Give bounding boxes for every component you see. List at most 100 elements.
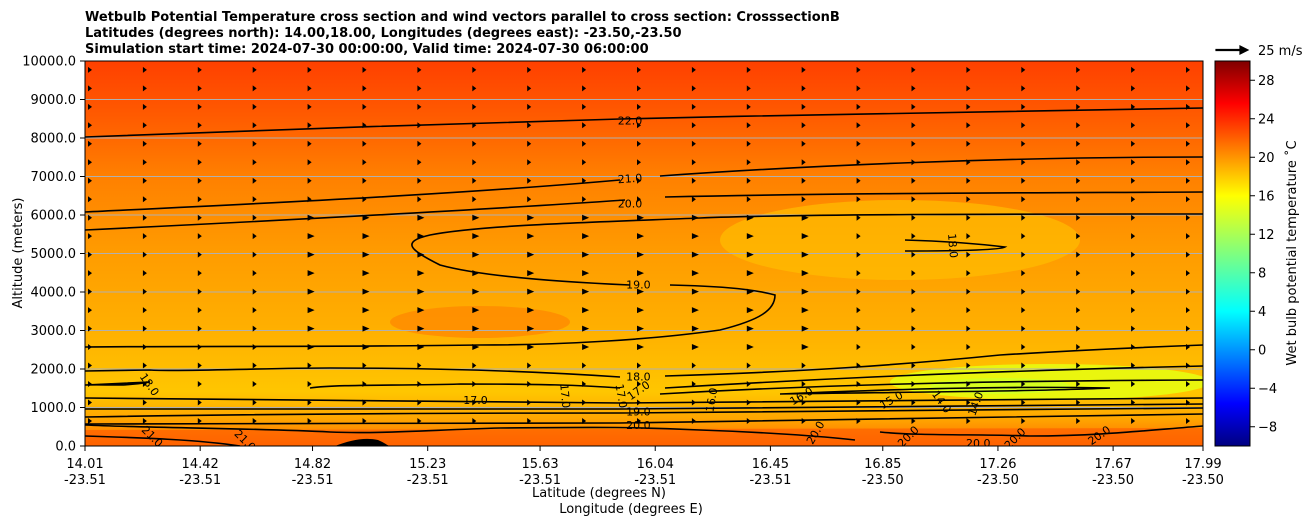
wind-arrow: [911, 159, 916, 166]
contour-label: 20.0: [626, 419, 651, 432]
wind-arrow: [88, 288, 92, 295]
title-line-2: Latitudes (degrees north): 14.00,18.00, …: [85, 26, 682, 41]
wind-arrow: [856, 381, 861, 388]
y-tick-label: 7000.0: [31, 170, 77, 185]
wind-arrow: [307, 196, 312, 203]
wind-arrow: [691, 196, 696, 203]
wind-arrow: [856, 325, 861, 332]
wind-arrow: [362, 66, 367, 73]
wind-arrow: [1186, 177, 1190, 184]
x-tick-lat: 14.82: [294, 457, 331, 472]
wind-arrow: [746, 417, 751, 424]
contour-18-left: [85, 381, 151, 386]
wind-arrow: [307, 214, 315, 221]
wind-arrow: [417, 214, 425, 221]
contour-21a: [85, 179, 621, 213]
wind-arrow: [142, 381, 147, 388]
wind-arrow: [307, 344, 315, 351]
wind-arrow: [307, 122, 312, 129]
wind-arrow: [746, 307, 754, 314]
wind-arrow: [746, 85, 751, 92]
wind-arrow: [142, 307, 147, 314]
wind-arrow: [307, 270, 315, 277]
wind-arrow: [88, 399, 92, 406]
wind-arrow: [362, 325, 370, 332]
wind-arrow: [362, 288, 370, 295]
wind-arrow: [252, 362, 257, 369]
wind-arrow: [197, 177, 202, 184]
wind-arrow: [582, 325, 590, 332]
colorbar-ticks: 28 24 20 16 12 8 4 0 −4 −8: [1250, 74, 1277, 435]
wind-arrow: [856, 85, 861, 92]
wind-arrow: [417, 381, 422, 388]
wind-arrow: [142, 233, 147, 240]
x-tick-lon: -23.50: [1182, 473, 1224, 488]
wind-arrow: [1131, 381, 1136, 388]
wind-arrow: [1186, 362, 1190, 369]
contour-label: 20.0: [618, 197, 643, 210]
wind-arrow: [197, 362, 202, 369]
wind-arrow: [966, 399, 971, 406]
wind-arrow: [362, 399, 367, 406]
wind-arrow: [1076, 270, 1081, 277]
wind-arrow: [911, 122, 916, 129]
wind-arrow: [142, 103, 147, 110]
wind-arrow: [691, 270, 699, 277]
wind-arrow: [88, 122, 92, 129]
wind-arrow: [911, 66, 916, 73]
contour-label: 17.0: [613, 383, 630, 409]
colorbar-tick-label: 12: [1258, 228, 1275, 243]
wind-arrow: [911, 307, 916, 314]
x-tick-lat: 16.45: [752, 457, 789, 472]
wind-arrow: [252, 381, 257, 388]
title-line-1: Wetbulb Potential Temperature cross sect…: [85, 10, 840, 25]
wind-arrow: [88, 177, 92, 184]
wind-arrow: [88, 66, 92, 73]
wind-arrow: [801, 417, 806, 424]
wind-arrow: [911, 251, 916, 258]
wind-arrow: [417, 270, 425, 277]
wind-arrow: [252, 103, 257, 110]
wind-arrow: [472, 214, 480, 221]
wind-arrow: [142, 85, 147, 92]
wind-arrow: [472, 251, 480, 258]
wind-arrow: [252, 177, 257, 184]
wind-arrow: [1076, 399, 1081, 406]
gridlines: [85, 99, 1203, 408]
wind-arrow: [1021, 159, 1026, 166]
colorbar-tick-label: −4: [1258, 382, 1277, 397]
wind-arrow: [801, 196, 806, 203]
wind-arrow: [691, 307, 699, 314]
wind-arrow: [1131, 344, 1136, 351]
x-tick-lon: -23.51: [634, 473, 676, 488]
wind-arrow: [966, 122, 971, 129]
wind-arrow: [1186, 288, 1190, 295]
wind-arrow: [307, 177, 312, 184]
wind-arrow: [582, 66, 587, 73]
wind-arrow: [1021, 214, 1026, 221]
wind-arrow: [582, 417, 587, 424]
wind-arrow: [1021, 85, 1026, 92]
wind-arrow: [966, 103, 971, 110]
wind-arrow: [966, 288, 971, 295]
wind-arrow: [1186, 399, 1190, 406]
colorbar-tick-label: 20: [1258, 151, 1275, 166]
wind-arrow: [1021, 417, 1026, 424]
wind-arrow: [1021, 381, 1026, 388]
wind-arrow: [472, 325, 480, 332]
wind-arrow: [417, 103, 422, 110]
wind-arrow: [417, 288, 425, 295]
wind-arrow: [142, 122, 147, 129]
wind-arrow: [142, 325, 147, 332]
wind-arrow: [856, 103, 861, 110]
wind-arrow: [417, 177, 422, 184]
wind-arrow: [966, 140, 971, 147]
wind-arrow: [691, 381, 696, 388]
wind-arrow: [1021, 177, 1026, 184]
warm-blob: [390, 306, 570, 338]
wind-arrow: [417, 251, 425, 258]
wind-arrow: [252, 325, 257, 332]
wind-arrow: [88, 417, 92, 424]
wind-arrow: [1021, 251, 1026, 258]
wind-arrow: [801, 325, 809, 332]
